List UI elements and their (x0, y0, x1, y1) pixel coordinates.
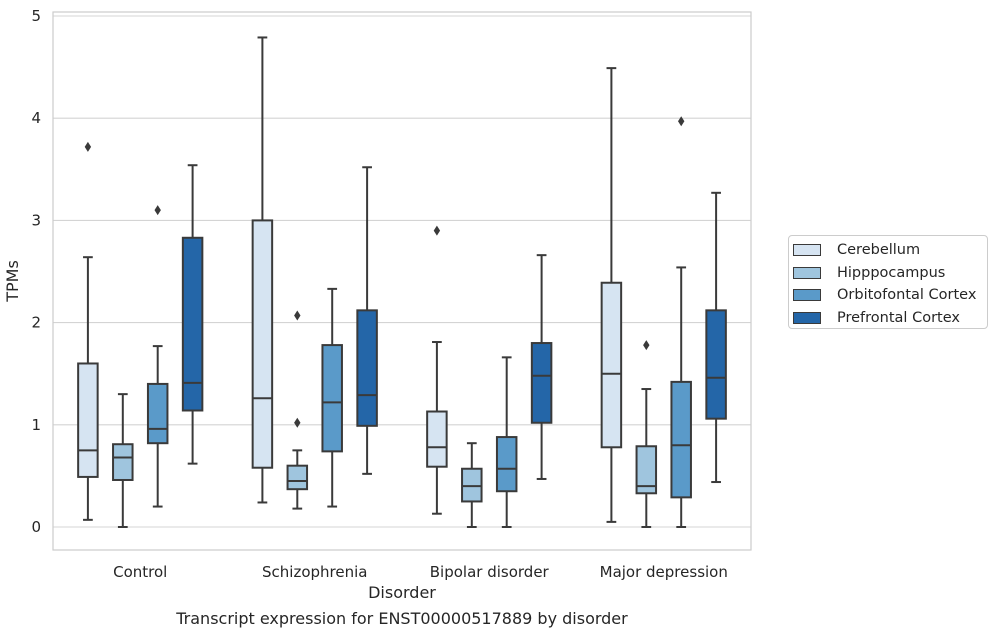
box-iqr (426, 410, 448, 468)
box-1-0 (251, 36, 274, 504)
x-tick-label: Control (113, 563, 167, 581)
x-tick-label: Schizophrenia (262, 563, 367, 581)
box-iqr (321, 344, 343, 453)
box-iqr (635, 445, 658, 495)
legend-label: Cerebellum (837, 242, 921, 259)
x-tick-label: Major depression (600, 563, 728, 581)
box-iqr (461, 467, 483, 503)
y-tick-label: 3 (31, 211, 41, 229)
legend-label: Orbitofontal Cortex (837, 287, 977, 304)
outlier-point (433, 225, 441, 236)
box-iqr (286, 464, 309, 491)
box-iqr (181, 236, 204, 412)
outlier-point (84, 141, 92, 152)
box-3-3 (705, 191, 727, 484)
box-iqr (356, 309, 378, 427)
legend-item-orbitofrontal-cortex: Orbitofontal Cortex (793, 284, 987, 307)
box-iqr (146, 382, 169, 445)
box-2-1 (461, 442, 483, 528)
box-iqr (670, 380, 692, 499)
box-layer (77, 36, 727, 528)
legend-swatch (793, 311, 821, 324)
y-tick-label: 2 (31, 314, 41, 332)
legend-item-cerebellum: Cerebellum (793, 239, 987, 262)
y-tick-label: 5 (31, 7, 41, 25)
box-1-3 (356, 166, 378, 475)
y-axis-label: TPMs (3, 260, 22, 303)
box-0-2 (146, 205, 169, 508)
x-axis-label: Disorder (368, 583, 436, 602)
box-1-2 (321, 287, 343, 508)
box-iqr (705, 309, 727, 420)
box-iqr (530, 342, 553, 424)
legend-swatch (793, 289, 821, 302)
gridlines (53, 15, 751, 528)
box-0-1 (112, 393, 134, 528)
box-3-2 (670, 116, 692, 528)
box-iqr (251, 219, 274, 469)
legend-swatch (793, 266, 821, 279)
box-2-0 (426, 225, 448, 515)
y-tick-label: 0 (31, 518, 41, 536)
y-tick-labels: 0 1 2 3 4 5 (31, 7, 41, 536)
box-iqr (600, 281, 623, 449)
legend-label: Prefrontal Cortex (837, 309, 960, 326)
outlier-point (643, 340, 650, 351)
box-0-0 (77, 141, 99, 521)
outlier-point (678, 116, 685, 127)
plot-frame (52, 11, 752, 551)
legend-label: Hipppocampus (837, 264, 946, 281)
box-0-3 (181, 164, 204, 465)
x-tick-label: Bipolar disorder (430, 563, 550, 581)
box-1-1 (286, 310, 309, 510)
box-3-1 (635, 340, 658, 528)
box-iqr (77, 362, 99, 478)
box-2-3 (530, 254, 553, 480)
legend-item-hippocampus: Hipppocampus (793, 262, 987, 285)
box-iqr (495, 436, 518, 493)
legend-item-prefrontal-cortex: Prefrontal Cortex (793, 307, 987, 330)
y-tick-label: 1 (31, 416, 41, 434)
outlier-point (154, 205, 161, 216)
x-tick-labels: Control Schizophrenia Bipolar disorder Majo… (113, 563, 728, 581)
box-iqr (112, 443, 134, 481)
legend: Cerebellum Hipppocampus Orbitofontal Cor… (788, 235, 988, 329)
outlier-point (294, 417, 301, 428)
outlier-point (294, 310, 301, 321)
chart-title: Transcript expression for ENST0000051788… (175, 609, 628, 628)
box-3-0 (600, 67, 623, 523)
y-tick-label: 4 (31, 109, 41, 127)
box-2-2 (495, 356, 518, 528)
legend-swatch (793, 244, 821, 257)
